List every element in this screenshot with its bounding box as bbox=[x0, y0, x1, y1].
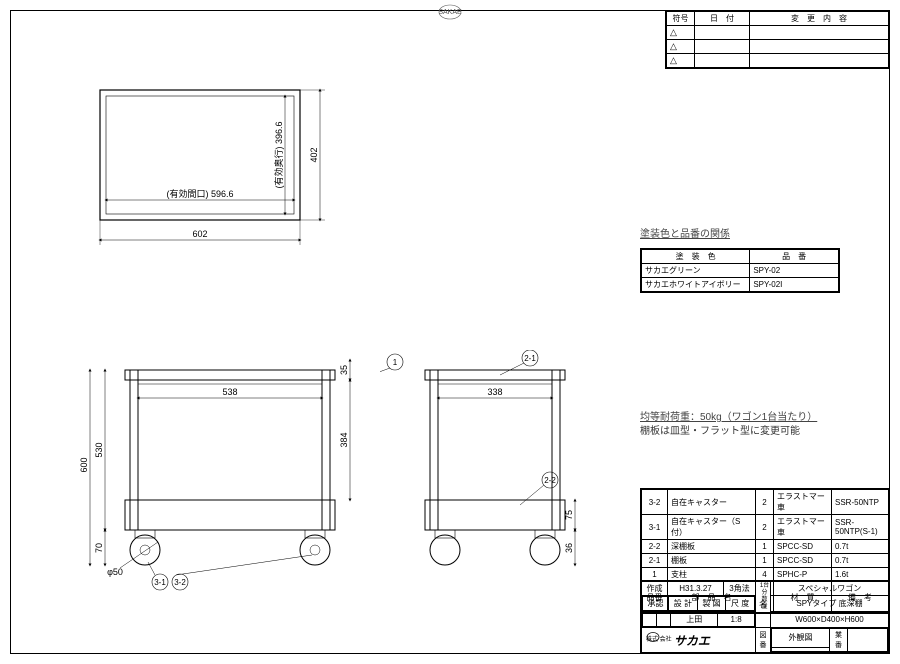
dim-inner-width: (有効間口) 596.6 bbox=[166, 188, 233, 199]
load-notes: 均等耐荷重：50kg（ワゴン1台当たり） 棚板は皿型・フラット型に変更可能 bbox=[640, 410, 880, 450]
revision-table: 符号日 付変 更 内 容 △ △ △ bbox=[665, 10, 890, 69]
svg-text:338: 338 bbox=[487, 387, 502, 397]
dim-outer-depth: 402 bbox=[309, 147, 319, 162]
dim-outer-width: 602 bbox=[192, 229, 207, 239]
svg-text:600: 600 bbox=[79, 457, 89, 472]
svg-text:3-1: 3-1 bbox=[154, 578, 166, 587]
bom-row: 3-2自在キャスター2エラストマー車SSR-50NTP bbox=[642, 490, 889, 515]
color-table: 塗 装 色品 番 サカエグリーンSPY-02 サカエホワイトアイボリーSPY-0… bbox=[640, 248, 840, 293]
brand-logo: サカエ bbox=[674, 634, 710, 648]
side-view: 338 75 36 2-1 2-2 bbox=[400, 350, 620, 600]
svg-text:538: 538 bbox=[222, 387, 237, 397]
svg-text:SAKAE: SAKAE bbox=[438, 9, 462, 16]
svg-text:2-1: 2-1 bbox=[524, 354, 536, 363]
svg-text:36: 36 bbox=[564, 543, 574, 553]
title-block: 作成 H31.3.27 3角法 名 スペシャルワゴン 承認 設 計 製 図 尺 … bbox=[640, 580, 890, 654]
front-view: 538 384 35 530 600 70 φ50 3-1 3-2 bbox=[70, 350, 390, 600]
svg-text:75: 75 bbox=[564, 510, 574, 520]
svg-text:2-2: 2-2 bbox=[544, 476, 556, 485]
svg-text:70: 70 bbox=[94, 543, 104, 553]
svg-text:1: 1 bbox=[393, 358, 398, 367]
bom-row: 2-2深棚板1SPCC-SD0.7t bbox=[642, 540, 889, 554]
svg-text:均等耐荷重：50kg（ワゴン1台当たり）: 均等耐荷重：50kg（ワゴン1台当たり） bbox=[640, 410, 817, 423]
svg-text:3-2: 3-2 bbox=[174, 578, 186, 587]
svg-text:φ50: φ50 bbox=[107, 567, 123, 577]
svg-text:384: 384 bbox=[339, 432, 349, 447]
color-table-title: 塗装色と品番の関係 bbox=[640, 227, 730, 240]
svg-text:棚板は皿型・フラット型に変更可能: 棚板は皿型・フラット型に変更可能 bbox=[640, 424, 800, 437]
bom-row: 3-1自在キャスター（S付）2エラストマー車SSR-50NTP(S-1) bbox=[642, 515, 889, 540]
svg-text:530: 530 bbox=[94, 442, 104, 457]
bom-row: 2-1棚板1SPCC-SD0.7t bbox=[642, 554, 889, 568]
svg-text:35: 35 bbox=[339, 365, 349, 375]
dim-inner-depth: (有効奥行) 396.6 bbox=[273, 121, 284, 188]
top-view: (有効間口) 596.6 602 (有効奥行) 396.6 402 bbox=[70, 80, 350, 260]
